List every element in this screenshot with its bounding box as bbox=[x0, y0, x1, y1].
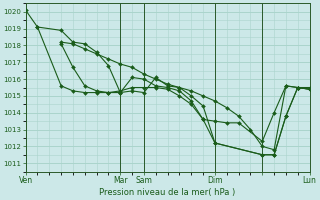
X-axis label: Pression niveau de la mer( hPa ): Pression niveau de la mer( hPa ) bbox=[100, 188, 236, 197]
